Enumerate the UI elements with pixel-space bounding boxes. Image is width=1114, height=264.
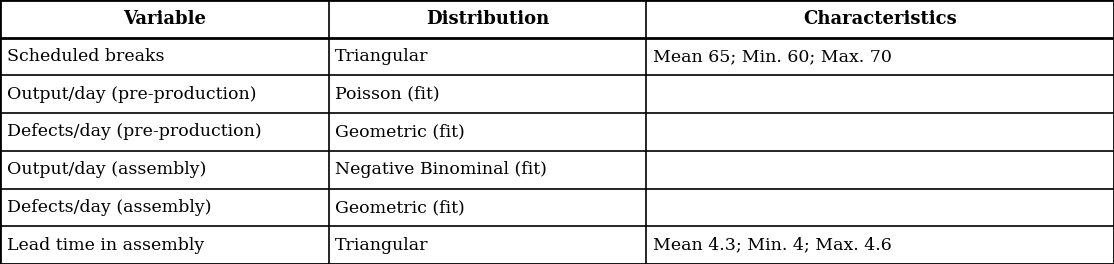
Text: Mean 65; Min. 60; Max. 70: Mean 65; Min. 60; Max. 70 <box>653 48 891 65</box>
Text: Defects/day (pre-production): Defects/day (pre-production) <box>7 124 262 140</box>
Text: Lead time in assembly: Lead time in assembly <box>7 237 204 254</box>
Text: Mean 4.3; Min. 4; Max. 4.6: Mean 4.3; Min. 4; Max. 4.6 <box>653 237 891 254</box>
Text: Triangular: Triangular <box>335 237 429 254</box>
Text: Variable: Variable <box>123 10 206 28</box>
Text: Output/day (assembly): Output/day (assembly) <box>7 161 206 178</box>
Text: Triangular: Triangular <box>335 48 429 65</box>
Text: Defects/day (assembly): Defects/day (assembly) <box>7 199 212 216</box>
Text: Output/day (pre-production): Output/day (pre-production) <box>7 86 256 103</box>
Text: Characteristics: Characteristics <box>803 10 957 28</box>
Text: Distribution: Distribution <box>426 10 549 28</box>
Text: Poisson (fit): Poisson (fit) <box>335 86 440 103</box>
Text: Scheduled breaks: Scheduled breaks <box>7 48 164 65</box>
Text: Geometric (fit): Geometric (fit) <box>335 199 465 216</box>
Text: Geometric (fit): Geometric (fit) <box>335 124 465 140</box>
Text: Negative Binominal (fit): Negative Binominal (fit) <box>335 161 547 178</box>
